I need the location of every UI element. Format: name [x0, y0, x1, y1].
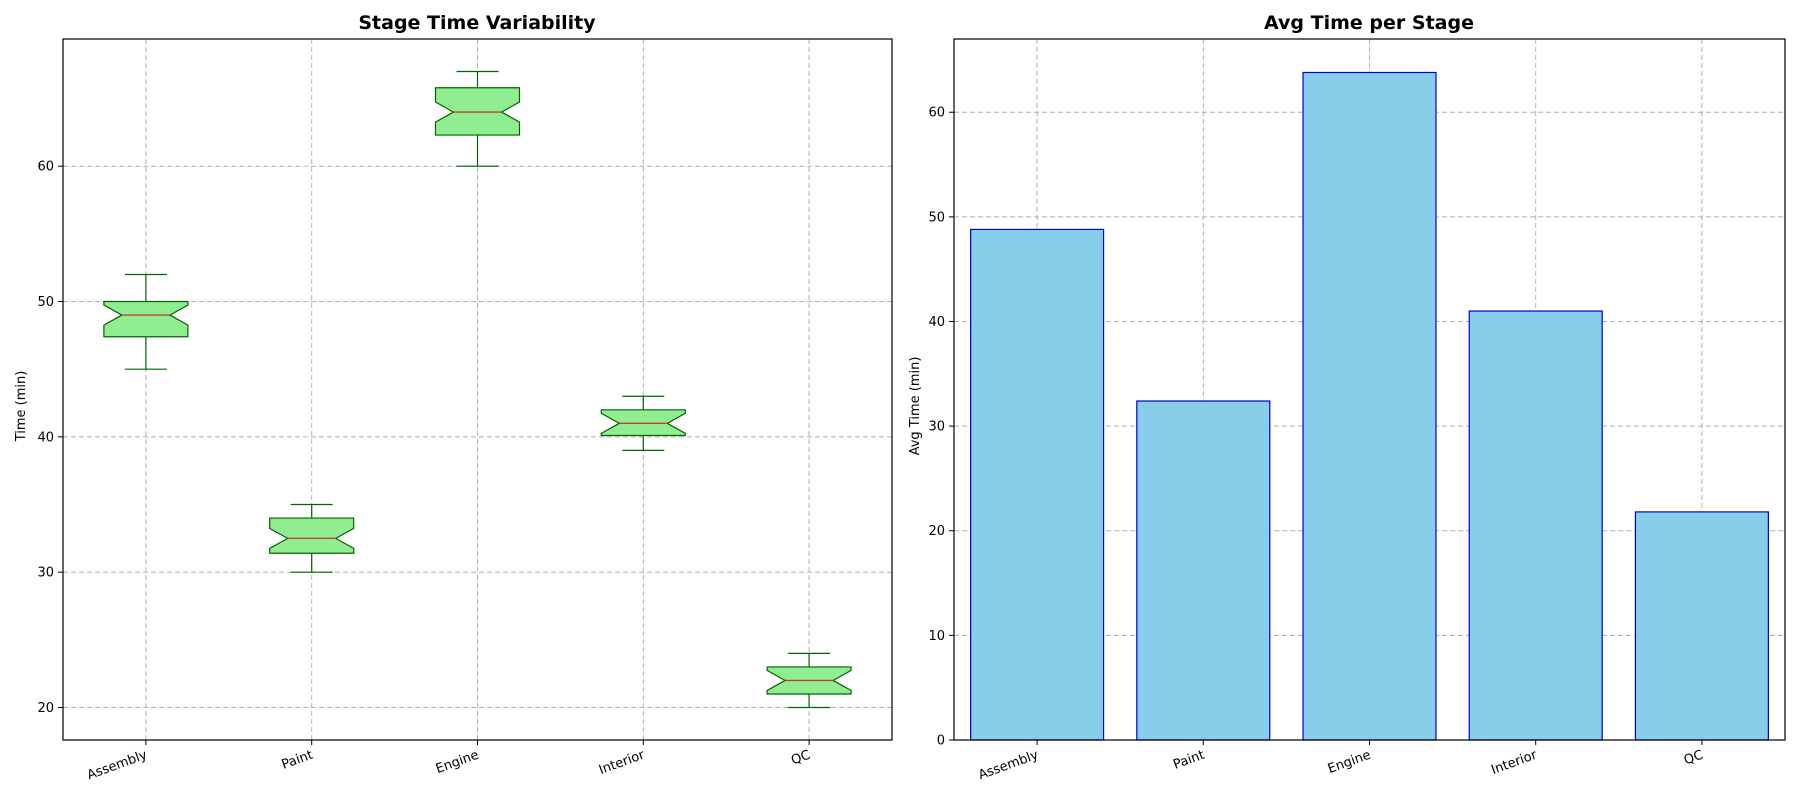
y-tick-label: 50 [37, 295, 54, 310]
x-tick-label: Assembly [976, 748, 1040, 784]
boxplot-title: Stage Time Variability [358, 12, 596, 34]
bar [1634, 511, 1769, 741]
y-tick-label: 10 [928, 629, 945, 644]
y-tick-label: 30 [928, 420, 945, 435]
y-tick-label: 60 [928, 106, 945, 121]
boxplot-y-axis: 20 30 40 50 60 [37, 160, 63, 716]
y-tick-label: 50 [928, 210, 945, 225]
boxplot-x-axis: Assembly Paint Engine Interior QC [85, 740, 812, 783]
boxplot-ylabel: Time (min) [14, 371, 29, 443]
y-tick-label: 20 [928, 524, 945, 539]
y-tick-label: 40 [37, 430, 54, 445]
x-tick-label: Assembly [85, 748, 149, 784]
y-tick-label: 60 [37, 160, 54, 175]
x-tick-label: Interior [1489, 747, 1539, 778]
y-tick-label: 0 [937, 734, 945, 749]
y-tick-label: 40 [928, 315, 945, 330]
bar-chart-y-axis: 0 10 20 30 40 50 60 [928, 106, 954, 749]
box [269, 517, 355, 554]
bar-chart-title: Avg Time per Stage [1264, 12, 1474, 34]
bar-chart-ylabel: Avg Time (min) [908, 357, 923, 456]
bar-chart: Avg Time per Stage Avg Time (min) 0 10 20 3… [908, 12, 1786, 783]
boxplot-chart: Stage Time Variability Time (min) 20 30 40… [14, 12, 893, 783]
bar [1136, 400, 1271, 741]
x-tick-label: Interior [597, 747, 647, 778]
x-tick-label: Engine [1326, 748, 1373, 777]
x-tick-label: Paint [280, 748, 315, 773]
bar-chart-x-axis: Assembly Paint Engine Interior QC [976, 740, 1705, 783]
y-tick-label: 30 [37, 566, 54, 581]
x-tick-label: QC [789, 748, 812, 769]
x-tick-label: Paint [1171, 748, 1206, 773]
bar-chart-marks [970, 71, 1769, 741]
boxplot-grid [63, 39, 892, 740]
boxplot-marks [103, 70, 852, 709]
box [103, 300, 189, 338]
x-tick-label: Engine [434, 748, 481, 777]
bar [1468, 310, 1603, 741]
bar [970, 228, 1105, 741]
y-tick-label: 20 [37, 701, 54, 716]
x-tick-label: QC [1682, 748, 1705, 769]
bar [1302, 71, 1437, 741]
